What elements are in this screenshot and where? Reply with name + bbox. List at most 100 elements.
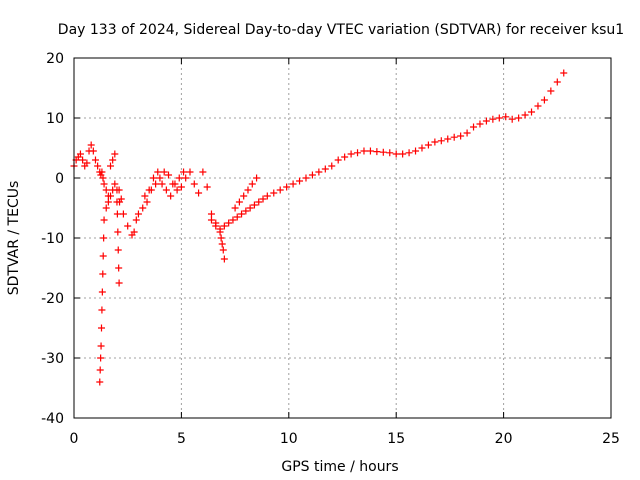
data-point [167,192,175,200]
data-point [508,115,516,123]
data-point [289,180,297,188]
data-point [83,159,91,167]
data-point [111,180,119,188]
data-point [450,133,458,141]
x-axis-label: GPS time / hours [281,459,398,475]
data-point [115,279,123,287]
data-point [250,201,258,209]
data-point [547,87,555,95]
data-point [160,168,168,176]
y-tick-label: 0 [55,171,64,187]
data-point [248,180,256,188]
data-point [218,240,226,248]
data-point [177,183,185,191]
x-tick-label: 20 [495,431,513,447]
data-point [540,96,548,104]
axis-ticks: 0 5 10 15 20 25 -40 -30 -20 -10 0 10 20 [41,51,620,447]
data-point [182,174,190,182]
data-point [97,324,105,332]
data-point [560,69,568,77]
data-point [104,198,112,206]
data-point [386,149,394,157]
data-point [99,252,107,260]
data-point [207,216,215,224]
data-point [476,120,484,128]
data-point [119,210,127,218]
data-point [219,246,227,254]
data-point [175,174,183,182]
data-point [212,222,220,230]
x-tick-label: 5 [177,431,186,447]
data-point [457,132,465,140]
data-point [240,192,248,200]
data-point [534,102,542,110]
data-point [315,168,323,176]
data-point [156,174,164,182]
data-point [173,186,181,194]
data-point [100,234,108,242]
data-point [296,177,304,185]
data-point [195,189,203,197]
data-point [109,156,117,164]
data-point [482,117,490,125]
y-tick-label: -10 [41,231,64,247]
data-point [217,234,225,242]
data-point [225,219,233,227]
data-point [366,147,374,155]
data-point [341,153,349,161]
data-point [113,210,121,218]
y-tick-label: 20 [46,51,64,67]
data-point [418,144,426,152]
data-point [141,192,149,200]
data-point [379,148,387,156]
data-point [354,149,362,157]
x-tick-label: 10 [280,431,298,447]
data-point [308,171,316,179]
data-point [321,165,329,173]
x-tick-label: 0 [70,431,79,447]
data-point [102,204,110,212]
data-point [91,156,99,164]
data-point [242,207,250,215]
data-point [116,198,124,206]
data-point [124,222,132,230]
data-point [405,149,413,157]
data-point [528,108,536,116]
chart-title: Day 133 of 2024, Sidereal Day-to-day VTE… [58,22,624,38]
data-point [399,150,407,158]
y-axis-label: SDTVAR / TECUs [6,181,22,296]
data-point [270,189,278,197]
data-point [143,198,151,206]
data-point [229,216,237,224]
x-tick-label: 25 [602,431,620,447]
data-point [165,171,173,179]
data-point [145,186,153,194]
data-point [203,183,211,191]
data-point [437,137,445,145]
data-point [117,195,125,203]
data-point [259,195,267,203]
data-point [220,255,228,263]
data-point [244,186,252,194]
data-point [100,216,108,224]
data-point [134,210,142,218]
data-point [276,186,284,194]
data-point [553,78,561,86]
data-point [502,113,510,121]
data-point [373,148,381,156]
data-point [470,123,478,131]
data-point [97,354,105,362]
data-point [102,186,110,194]
data-point [283,183,291,191]
y-tick-label: -40 [41,411,64,427]
data-point [98,168,106,176]
data-point [444,135,452,143]
data-point [79,156,87,164]
data-point [96,366,104,374]
data-point [98,306,106,314]
data-point [107,162,115,170]
data-point [115,264,123,272]
data-point [97,342,105,350]
y-tick-label: -30 [41,351,64,367]
